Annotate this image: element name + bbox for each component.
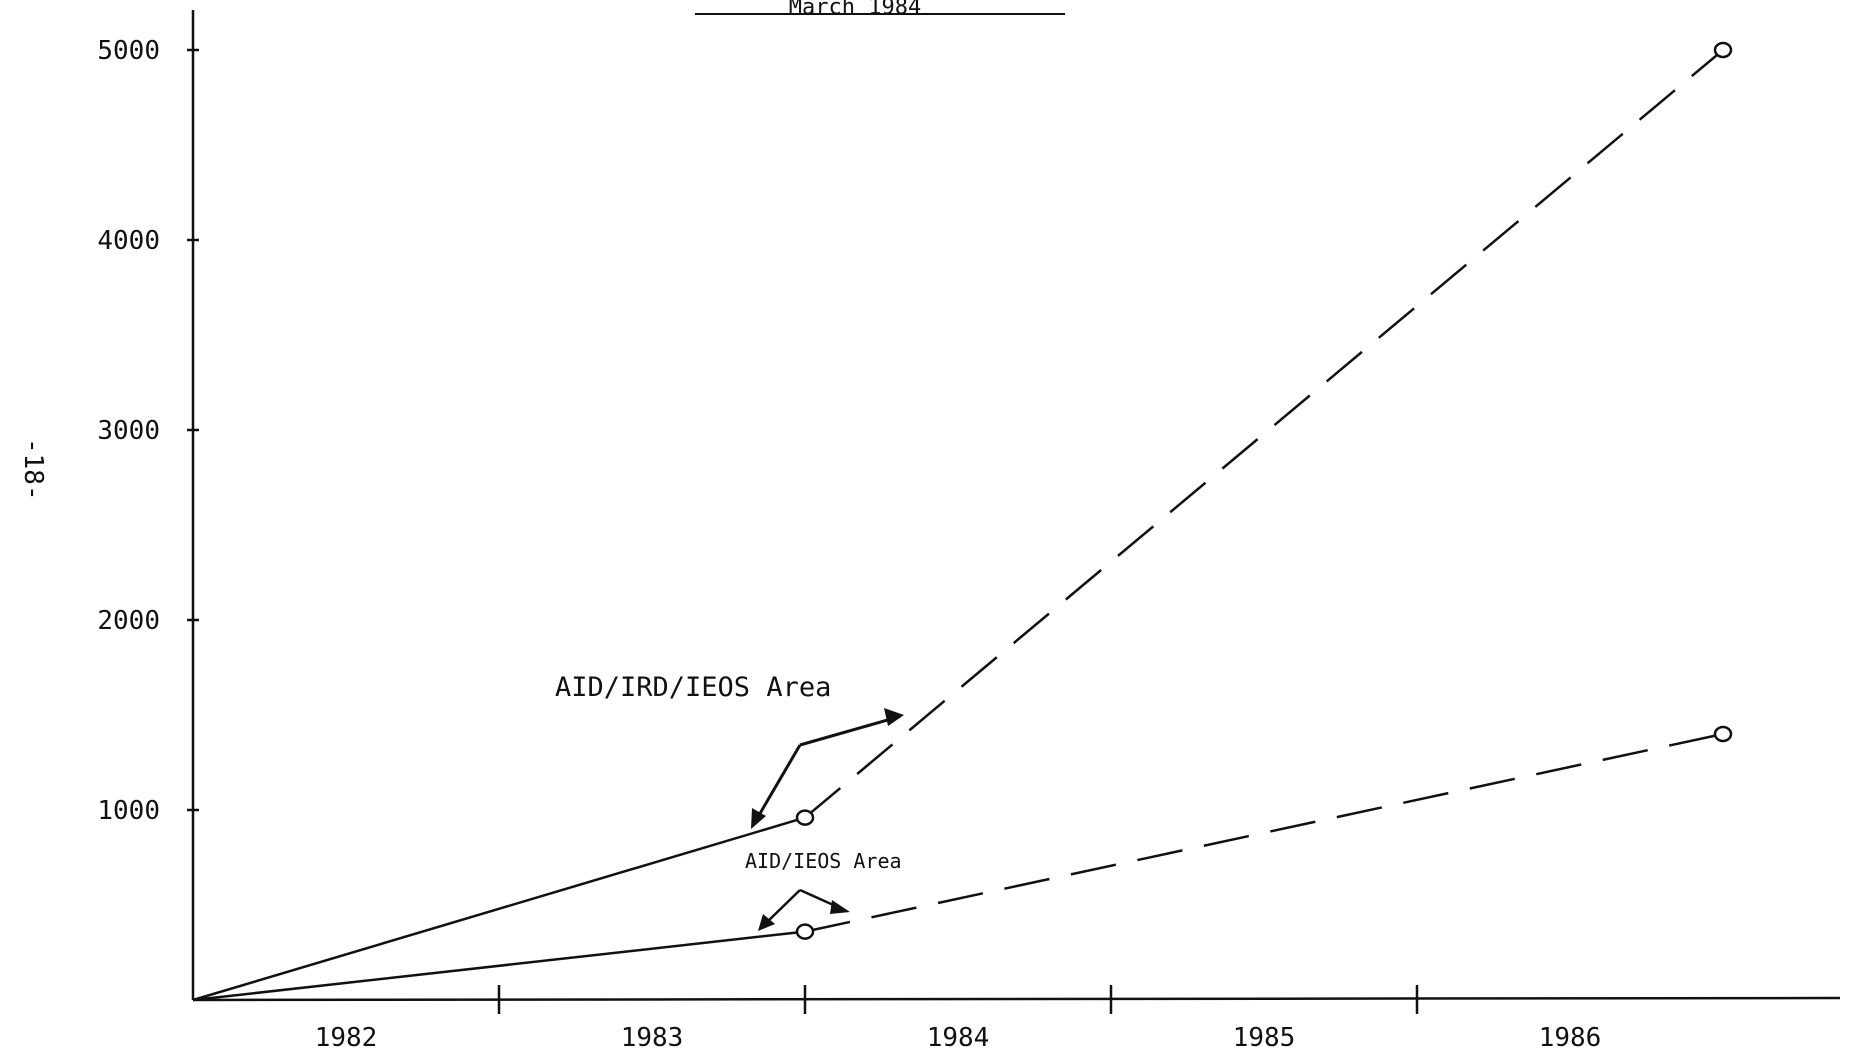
- series-label-aid-ird-ieos: AID/IRD/IEOS Area: [555, 672, 831, 703]
- annotation-arrowhead-left-small: [758, 914, 775, 931]
- annotation-arrowhead-right-small: [830, 900, 850, 914]
- x-tick-label: 1986: [1539, 1023, 1602, 1053]
- y-ticks: 1000 2000 3000 4000 5000: [97, 36, 199, 826]
- series-label-aid-ieos: AID/IEOS Area: [745, 849, 902, 873]
- annotation-arrowhead-right: [884, 708, 904, 726]
- x-tick-label: 1982: [315, 1023, 378, 1053]
- series-point-marker: [795, 923, 815, 940]
- x-axis: [192, 996, 1841, 1002]
- x-tick-label: 1983: [621, 1023, 684, 1053]
- annotation-arrow-left-line: [764, 889, 801, 925]
- annotation-arrow-upper-line: [799, 715, 899, 747]
- x-ticks: 1982 1983 1984 1985 1986: [315, 985, 1602, 1053]
- annotation-arrowhead-down: [751, 808, 766, 829]
- series-actual-line: [192, 816, 806, 1002]
- y-tick-label: 1000: [97, 796, 160, 826]
- x-tick-label: 1985: [1233, 1023, 1296, 1053]
- header-date-text: March 1984: [789, 0, 921, 20]
- series-projected-line: [804, 732, 1724, 933]
- y-tick-label: 2000: [97, 606, 160, 636]
- series-point-marker: [795, 809, 815, 826]
- series-actual-line: [192, 930, 806, 1002]
- y-tick-label: 5000: [97, 36, 160, 66]
- y-tick-label: 4000: [97, 226, 160, 256]
- series-layer: [192, 41, 1733, 1002]
- series-point-marker: [1713, 725, 1733, 743]
- annotation-aid-ird-ieos: AID/IRD/IEOS Area: [555, 672, 904, 829]
- y-tick-label: 3000: [97, 416, 160, 446]
- x-tick-label: 1984: [927, 1023, 990, 1053]
- annotation-aid-ieos: AID/IEOS Area: [745, 849, 902, 931]
- annotation-arrow-lower-line: [753, 744, 802, 823]
- series-point-marker: [1713, 41, 1733, 59]
- series-projected-line: [804, 49, 1724, 819]
